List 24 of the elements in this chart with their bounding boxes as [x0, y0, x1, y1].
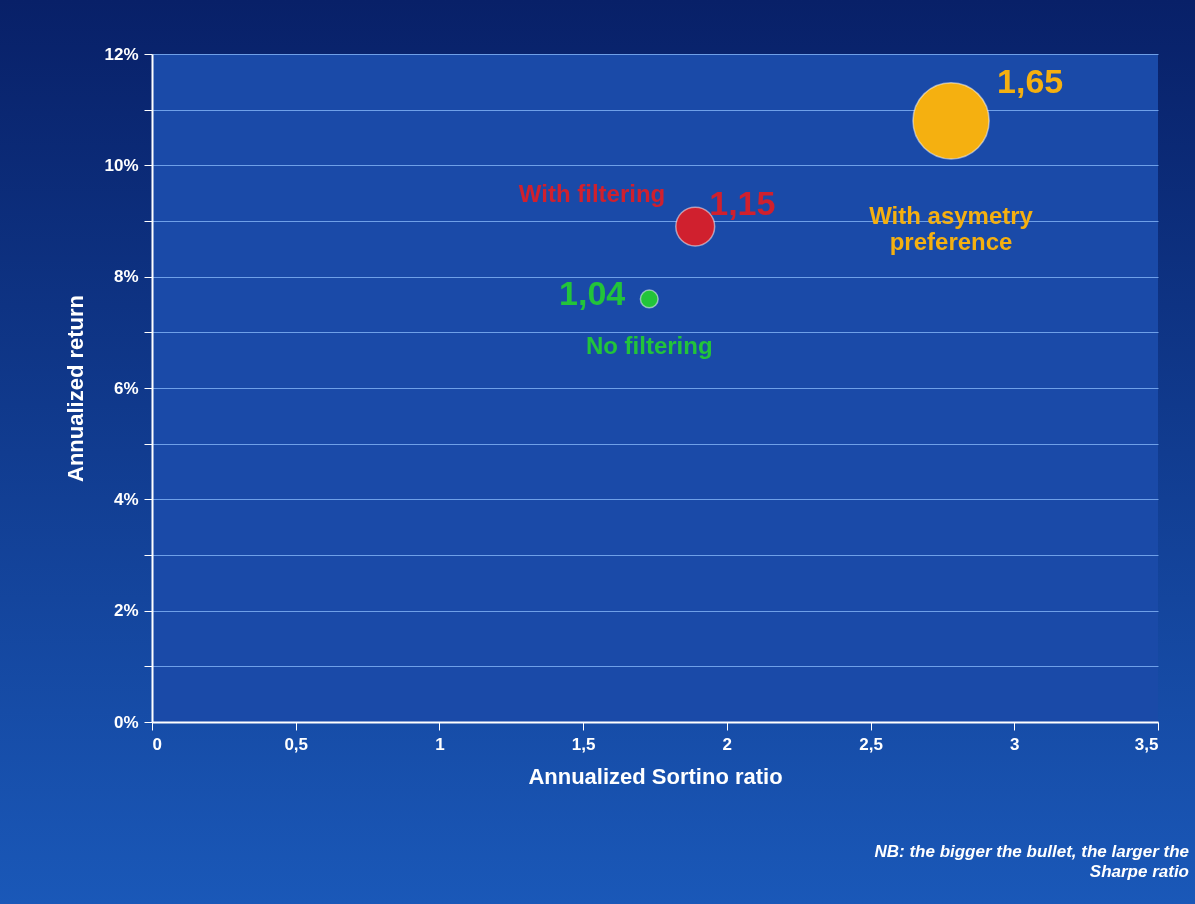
- x-tick-label: 1: [435, 734, 445, 754]
- x-tick-label: 3,5: [1134, 734, 1159, 754]
- y-tick-label: 12%: [104, 44, 139, 64]
- annotation: 1,65: [997, 61, 1064, 100]
- annotation: 1,15: [709, 183, 776, 222]
- text: NB: the bigger the bullet, the larger the Sharpe ratio: [873, 842, 1189, 882]
- x-tick-label: 0: [152, 734, 162, 754]
- x-tick-label: 2: [722, 734, 733, 754]
- x-axis-title: Annualized Sortino ratio: [528, 763, 783, 789]
- y-tick-label: 4%: [113, 489, 139, 509]
- text: With asymetry preference: [869, 201, 1034, 255]
- series-label: No filtering: [585, 331, 713, 359]
- x-tick-label: 2,5: [859, 734, 883, 754]
- x-tick-label: 0,5: [284, 734, 309, 754]
- y-tick-label: 8%: [113, 267, 139, 287]
- x-tick-label: 1,5: [571, 734, 596, 754]
- series-label: With filtering: [518, 179, 666, 207]
- y-tick-label: 6%: [113, 378, 139, 398]
- y-tick-label: 10%: [104, 155, 139, 175]
- y-axis-title: Annualized return: [63, 294, 89, 483]
- y-tick-label: 2%: [113, 601, 139, 621]
- y-tick-label: 0%: [113, 712, 139, 732]
- x-tick-label: 3: [1010, 734, 1020, 754]
- annotation: 1,04: [559, 273, 626, 312]
